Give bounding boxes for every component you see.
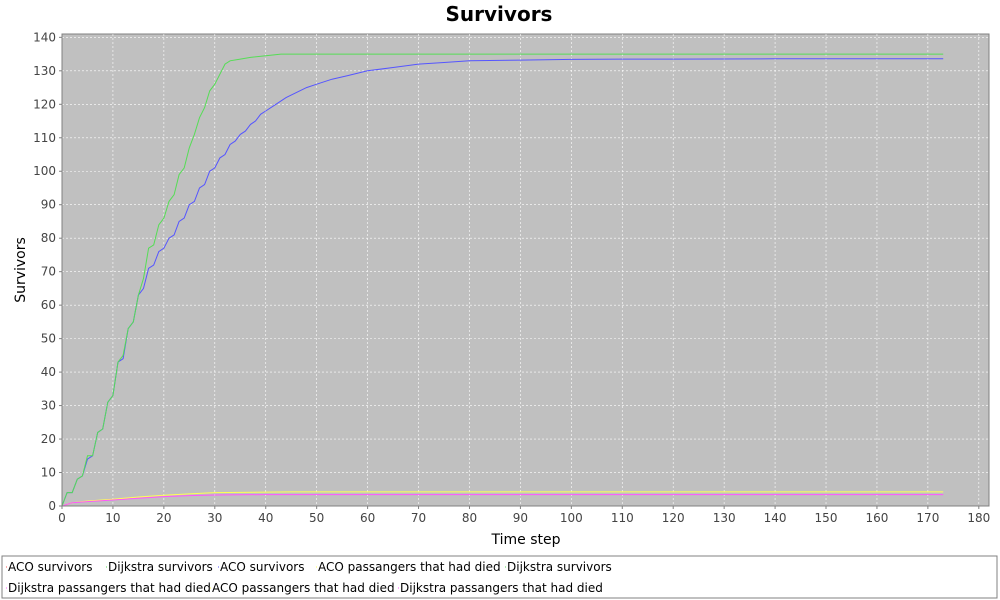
y-tick-label: 20 xyxy=(41,432,56,446)
axes xyxy=(61,34,989,507)
y-tick-label: 10 xyxy=(41,466,56,480)
y-tick-label: 140 xyxy=(33,30,56,44)
x-tick-label: 90 xyxy=(513,511,528,525)
x-tick-label: 10 xyxy=(105,511,120,525)
x-tick-label: 20 xyxy=(156,511,171,525)
x-tick-label: 100 xyxy=(560,511,583,525)
legend-box xyxy=(1,555,998,599)
y-tick-label: 100 xyxy=(33,164,56,178)
x-tick-label: 140 xyxy=(764,511,787,525)
x-tick-label: 180 xyxy=(967,511,990,525)
legend-item-label: ACO passangers that had died xyxy=(212,581,395,595)
x-tick-label: 130 xyxy=(713,511,736,525)
legend: ACO survivors Dijkstra survivors ACO survi… xyxy=(6,560,612,595)
legend-item-label: ACO survivors xyxy=(8,560,93,574)
x-tick-label: 70 xyxy=(411,511,426,525)
y-tick-label: 120 xyxy=(33,97,56,111)
y-tick-label: 110 xyxy=(33,131,56,145)
legend-item-label: Dijkstra passangers that had died xyxy=(8,581,211,595)
series-line-dijkstra-passangers-that-had-died xyxy=(61,494,944,507)
legend-item-label: Dijkstra survivors xyxy=(108,560,213,574)
x-tick-label: 30 xyxy=(207,511,222,525)
legend-item-label: Dijkstra passangers that had died xyxy=(400,581,603,595)
series-layer xyxy=(61,53,944,507)
grid-lines xyxy=(62,34,989,506)
x-tick-label: 110 xyxy=(611,511,634,525)
y-tick-label: 60 xyxy=(41,298,56,312)
y-axis-ticks: 0 10 20 30 40 50 60 70 80 90 100 110 120 130 140 xyxy=(33,30,62,513)
x-tick-label: 160 xyxy=(865,511,888,525)
y-tick-label: 30 xyxy=(41,399,56,413)
y-tick-label: 130 xyxy=(33,64,56,78)
y-tick-label: 90 xyxy=(41,198,56,212)
legend-item-label: ACO passangers that had died xyxy=(318,560,501,574)
x-tick-label: 60 xyxy=(360,511,375,525)
y-tick-label: 40 xyxy=(41,365,56,379)
plot-area xyxy=(61,33,990,507)
x-tick-label: 120 xyxy=(662,511,685,525)
x-tick-label: 80 xyxy=(462,511,477,525)
x-tick-label: 170 xyxy=(916,511,939,525)
x-axis-ticks: 0 10 20 30 40 50 60 70 80 90 100 110 120 130 140 150 160… xyxy=(58,506,990,525)
series-line-dijkstra-survivors xyxy=(61,53,944,507)
x-axis-label: Time step xyxy=(491,532,561,548)
series-line-aco-passangers-that-had-died xyxy=(61,491,944,507)
x-tick-label: 40 xyxy=(258,511,273,525)
x-tick-label: 0 xyxy=(58,511,66,525)
y-tick-label: 0 xyxy=(48,499,56,513)
y-tick-label: 70 xyxy=(41,265,56,279)
legend-item-label: ACO survivors xyxy=(220,560,305,574)
legend-item-label: Dijkstra survivors xyxy=(507,560,612,574)
y-tick-label: 80 xyxy=(41,231,56,245)
chart-title: Survivors xyxy=(446,2,553,26)
x-tick-label: 150 xyxy=(815,511,838,525)
x-tick-label: 50 xyxy=(309,511,324,525)
y-axis-label: Survivors xyxy=(13,237,29,303)
y-tick-label: 50 xyxy=(41,332,56,346)
